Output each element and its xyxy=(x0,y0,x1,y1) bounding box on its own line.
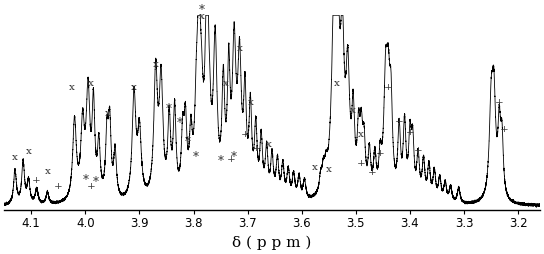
Text: x: x xyxy=(223,79,229,88)
Text: +: + xyxy=(500,125,509,134)
Text: +: + xyxy=(368,168,376,178)
Text: *: * xyxy=(218,155,224,168)
Text: +: + xyxy=(227,155,236,164)
Text: x: x xyxy=(12,153,18,162)
Text: +: + xyxy=(54,182,63,191)
Text: +: + xyxy=(384,83,393,92)
Text: +: + xyxy=(32,176,41,185)
Text: *: * xyxy=(199,4,205,17)
Text: x: x xyxy=(237,44,243,53)
Text: x: x xyxy=(199,12,205,21)
Text: +: + xyxy=(495,98,504,107)
Text: *: * xyxy=(185,136,191,149)
Text: x: x xyxy=(267,140,272,149)
Text: x: x xyxy=(153,60,159,69)
Text: +: + xyxy=(395,117,404,126)
Text: +: + xyxy=(240,130,249,139)
Text: +: + xyxy=(357,159,366,168)
Text: *: * xyxy=(177,117,183,130)
Text: +: + xyxy=(376,149,385,158)
Text: x: x xyxy=(326,165,332,174)
Text: +: + xyxy=(86,182,95,191)
Text: *: * xyxy=(93,176,99,189)
Text: x: x xyxy=(105,109,111,118)
Text: +: + xyxy=(406,129,415,137)
Text: +: + xyxy=(251,144,260,153)
Text: *: * xyxy=(193,151,199,164)
Text: x: x xyxy=(248,98,254,107)
X-axis label: δ ( p p m ): δ ( p p m ) xyxy=(232,235,312,250)
Text: *: * xyxy=(166,103,172,116)
Text: x: x xyxy=(334,79,340,88)
Text: x: x xyxy=(26,148,32,156)
Text: x: x xyxy=(131,83,137,92)
Text: x: x xyxy=(88,79,94,88)
Text: x: x xyxy=(350,105,356,115)
Text: *: * xyxy=(231,151,237,164)
Text: *: * xyxy=(82,174,88,187)
Text: x: x xyxy=(312,163,318,172)
Text: +: + xyxy=(414,146,423,155)
Text: x: x xyxy=(69,83,75,92)
Text: x: x xyxy=(45,167,51,176)
Text: x: x xyxy=(358,130,364,139)
